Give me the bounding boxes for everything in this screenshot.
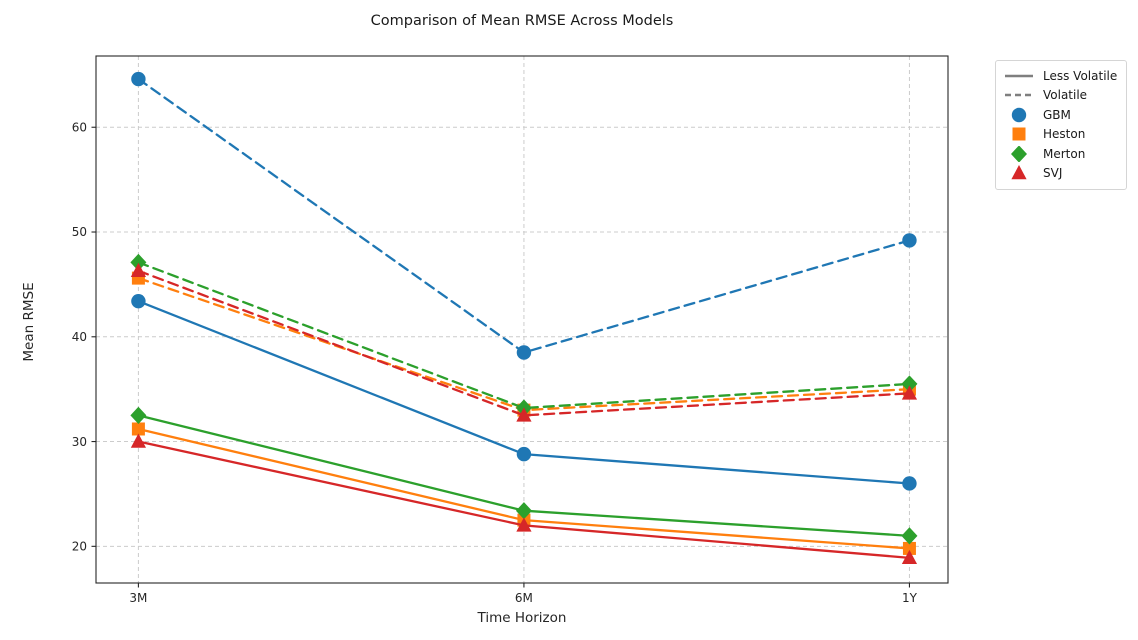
diamond-marker (130, 253, 147, 271)
diamond-marker (515, 502, 532, 520)
square-marker (902, 541, 916, 555)
y-tick-label: 50 (72, 225, 87, 239)
square-marker (1012, 127, 1026, 141)
circle-marker (902, 476, 917, 491)
y-tick-label: 20 (72, 540, 87, 554)
diamond-marker (901, 527, 918, 545)
legend-item-gbm: GBM (1004, 105, 1117, 125)
legend-item-svj: SVJ (1004, 164, 1117, 184)
x-tick-label: 6M (515, 591, 533, 605)
square-marker (131, 422, 145, 436)
circle-marker (902, 233, 917, 248)
legend-label: SVJ (1043, 166, 1063, 181)
triangle-marker (130, 433, 147, 448)
series-line-merton-volatile (137, 261, 911, 410)
legend-item-volatile: Volatile (1004, 86, 1117, 106)
series-line-svj-volatile (137, 269, 911, 417)
legend-label: Heston (1043, 127, 1086, 142)
triangle-marker (516, 517, 532, 532)
diamond-marker (1011, 145, 1027, 162)
x-tick-label: 1Y (902, 591, 918, 605)
legend-label: GBM (1043, 107, 1071, 122)
legend: Less Volatile Volatile GBM Heston Merton SVJ (995, 60, 1128, 190)
circle-marker (516, 345, 532, 360)
legend-item-less-volatile: Less Volatile (1004, 66, 1117, 86)
y-axis-label: Mean RMSE (21, 282, 37, 361)
diamond-marker (130, 406, 147, 424)
legend-item-merton: Merton (1004, 144, 1117, 164)
chart-title: Comparison of Mean RMSE Across Models (371, 13, 674, 29)
y-tick-label: 40 (72, 330, 87, 344)
circle-marker (131, 71, 146, 87)
legend-label: Volatile (1043, 88, 1088, 103)
triangle-marker (516, 407, 532, 422)
triangle-marker (901, 549, 918, 565)
legend-item-heston: Heston (1004, 125, 1117, 145)
y-tick-label: 30 (72, 435, 87, 449)
triangle-marker (901, 385, 918, 400)
axes: 20 30 40 50 60 3M 6M 1Y (72, 55, 949, 605)
triangle-marker (1011, 165, 1027, 180)
diamond-marker (901, 375, 918, 393)
legend-label: Less Volatile (1043, 68, 1118, 83)
legend-label: Merton (1043, 146, 1086, 161)
plot-frame (95, 55, 949, 584)
triangle-marker (130, 262, 147, 277)
data-series (130, 71, 918, 565)
y-tick-label: 60 (72, 120, 87, 134)
circle-marker (1011, 107, 1027, 122)
gridlines (96, 56, 948, 583)
x-axis-label: Time Horizon (477, 610, 567, 626)
circle-marker (516, 446, 532, 462)
circle-marker (131, 293, 146, 309)
x-tick-label: 3M (129, 591, 147, 605)
